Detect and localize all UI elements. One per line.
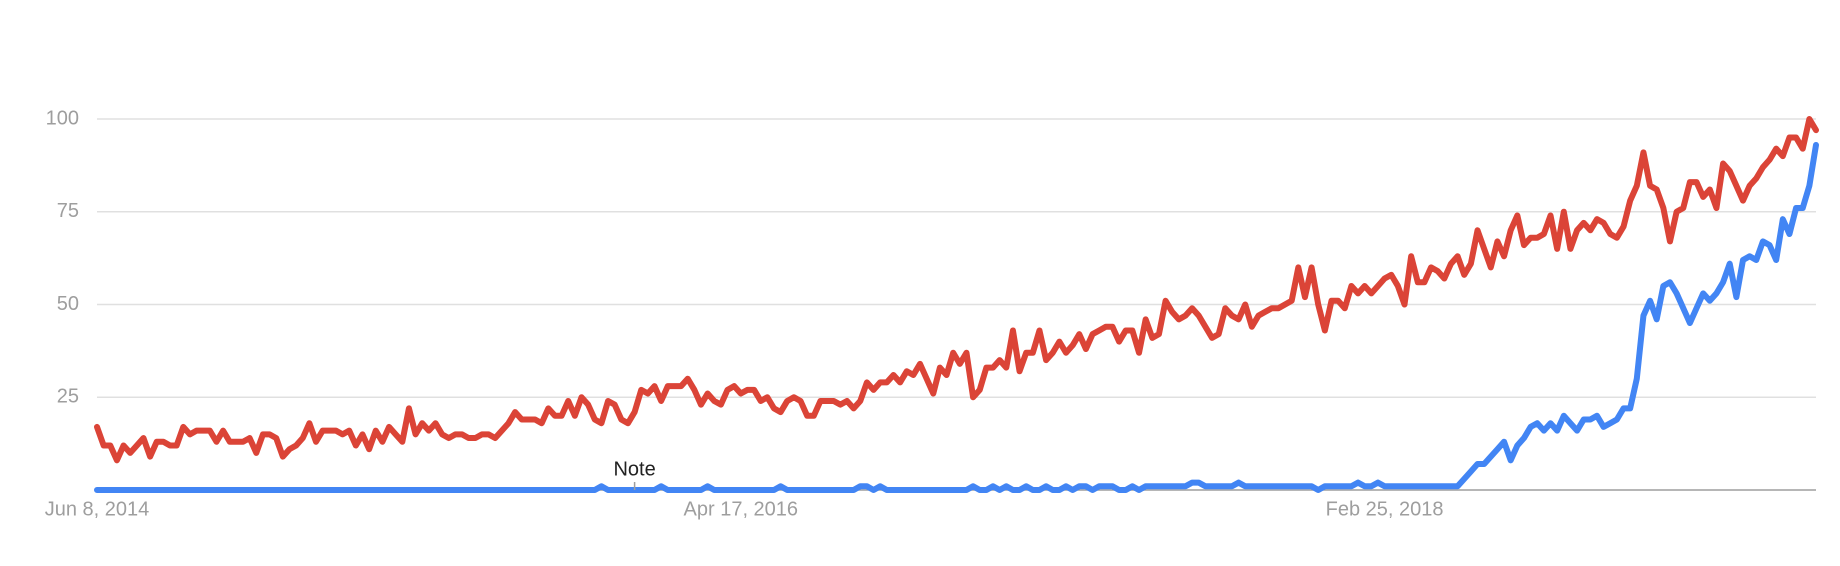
trend-line [94, 141, 1819, 493]
y-tick-label: 50 [57, 293, 79, 315]
x-tick-label: Apr 17, 2016 [684, 498, 799, 520]
annotation: Note [613, 458, 655, 480]
x-tick-label: Feb 25, 2018 [1326, 498, 1444, 520]
trend-line [94, 116, 1819, 464]
y-tick-label: 75 [57, 200, 79, 222]
x-tick-label: Jun 8, 2014 [45, 498, 150, 520]
y-tick-label: 25 [57, 386, 79, 408]
y-tick-label: 100 [46, 107, 79, 129]
